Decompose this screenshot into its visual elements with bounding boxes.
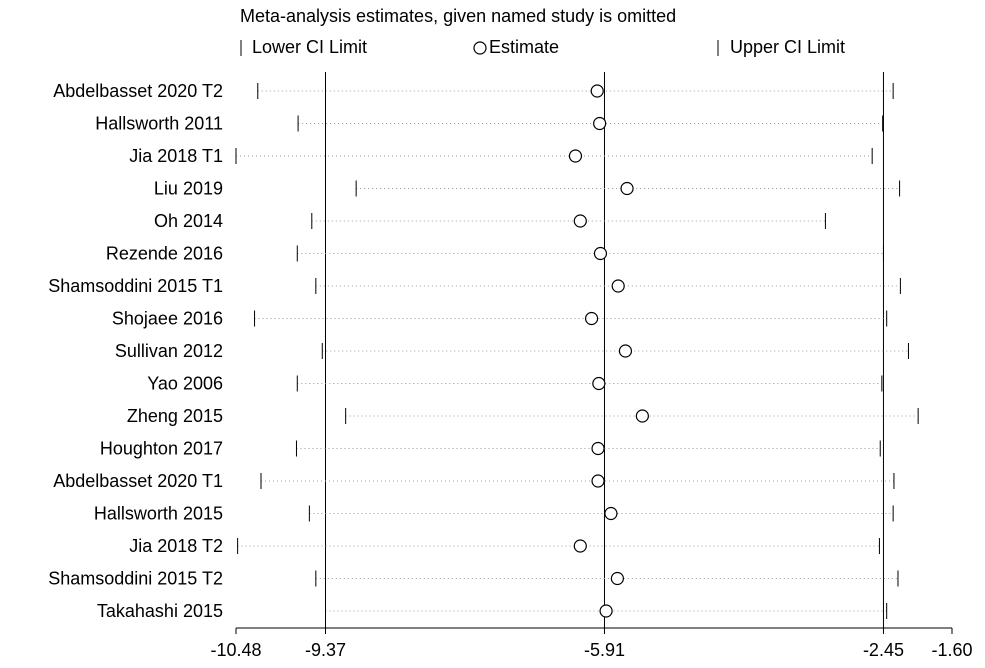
- x-tick-label: -9.37: [305, 640, 346, 660]
- study-row: Sullivan 2012: [115, 341, 909, 361]
- study-row: Abdelbasset 2020 T1: [53, 471, 895, 491]
- study-label: Sullivan 2012: [115, 341, 223, 361]
- study-label: Shojaee 2016: [112, 309, 223, 329]
- study-label: Shamsoddini 2015 T1: [48, 276, 223, 296]
- study-row: Shojaee 2016: [112, 309, 888, 329]
- study-label: Takahashi 2015: [97, 601, 223, 621]
- estimate-marker: [573, 539, 587, 553]
- estimate-marker: [604, 506, 618, 521]
- study-label: Abdelbasset 2020 T2: [53, 81, 223, 101]
- x-tick-label: -1.60: [931, 640, 972, 660]
- study-label: Abdelbasset 2020 T1: [53, 471, 223, 491]
- study-rows: Abdelbasset 2020 T2 Hallsworth 2011 Jia 20…: [48, 81, 919, 621]
- x-tick-label: -10.48: [210, 640, 261, 660]
- study-label: Liu 2019: [154, 179, 223, 199]
- study-row: Takahashi 2015: [97, 601, 888, 621]
- study-row: Shamsoddini 2015 T1: [48, 276, 901, 296]
- estimate-marker: [584, 311, 599, 326]
- estimate-marker: [635, 409, 649, 423]
- x-tick-label: -5.91: [584, 640, 625, 660]
- study-label: Zheng 2015: [127, 406, 223, 426]
- estimate-marker: [591, 474, 605, 488]
- estimate-marker: [592, 376, 606, 391]
- study-label: Shamsoddini 2015 T2: [48, 569, 223, 589]
- study-label: Oh 2014: [154, 211, 223, 231]
- study-label: Jia 2018 T1: [129, 146, 223, 166]
- estimate-marker: [573, 214, 587, 228]
- study-row: Zheng 2015: [127, 406, 919, 426]
- study-row: Hallsworth 2015: [94, 504, 894, 524]
- study-row: Jia 2018 T2: [129, 536, 880, 556]
- estimate-marker: [620, 181, 634, 196]
- study-row: Rezende 2016: [106, 244, 884, 264]
- estimate-marker: [611, 279, 625, 293]
- study-row: Hallsworth 2011: [95, 114, 884, 134]
- reference-lines: [325, 72, 884, 628]
- study-row: Houghton 2017: [100, 439, 881, 459]
- legend-lower-label: Lower CI Limit: [252, 37, 367, 57]
- estimate-marker: [590, 84, 604, 98]
- estimate-marker: [568, 149, 583, 163]
- legend-estimate-marker: [473, 41, 487, 55]
- legend: Lower CI Limit Estimate Upper CI Limit: [240, 37, 845, 57]
- study-label: Rezende 2016: [106, 244, 223, 264]
- study-row: Jia 2018 T1: [129, 146, 873, 166]
- study-row: Oh 2014: [154, 211, 826, 231]
- study-row: Abdelbasset 2020 T2: [53, 81, 894, 101]
- study-label: Houghton 2017: [100, 439, 223, 459]
- study-row: Shamsoddini 2015 T2: [48, 569, 899, 589]
- study-label: Jia 2018 T2: [129, 536, 223, 556]
- estimate-marker: [593, 246, 608, 261]
- legend-upper-label: Upper CI Limit: [730, 37, 845, 57]
- chart-title: Meta-analysis estimates, given named stu…: [240, 6, 676, 26]
- study-label: Yao 2006: [147, 374, 223, 394]
- x-tick-label: -2.45: [863, 640, 904, 660]
- estimate-marker: [593, 116, 607, 131]
- estimate-marker: [599, 604, 613, 618]
- estimate-marker: [618, 344, 633, 358]
- estimate-marker: [591, 441, 605, 456]
- estimate-marker: [610, 571, 624, 586]
- study-row: Liu 2019: [154, 179, 901, 199]
- legend-estimate-label: Estimate: [489, 37, 559, 57]
- study-row: Yao 2006: [147, 374, 883, 394]
- study-label: Hallsworth 2015: [94, 504, 223, 524]
- x-axis-ticks: -10.48 -9.37 -5.91 -2.45 -1.60: [210, 628, 973, 660]
- study-label: Hallsworth 2011: [95, 114, 223, 134]
